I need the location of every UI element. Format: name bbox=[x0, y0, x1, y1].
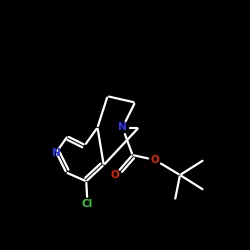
Text: O: O bbox=[150, 155, 160, 165]
Text: N: N bbox=[118, 122, 127, 132]
Text: O: O bbox=[110, 170, 120, 180]
Text: Cl: Cl bbox=[82, 199, 93, 209]
Text: N: N bbox=[52, 148, 60, 158]
